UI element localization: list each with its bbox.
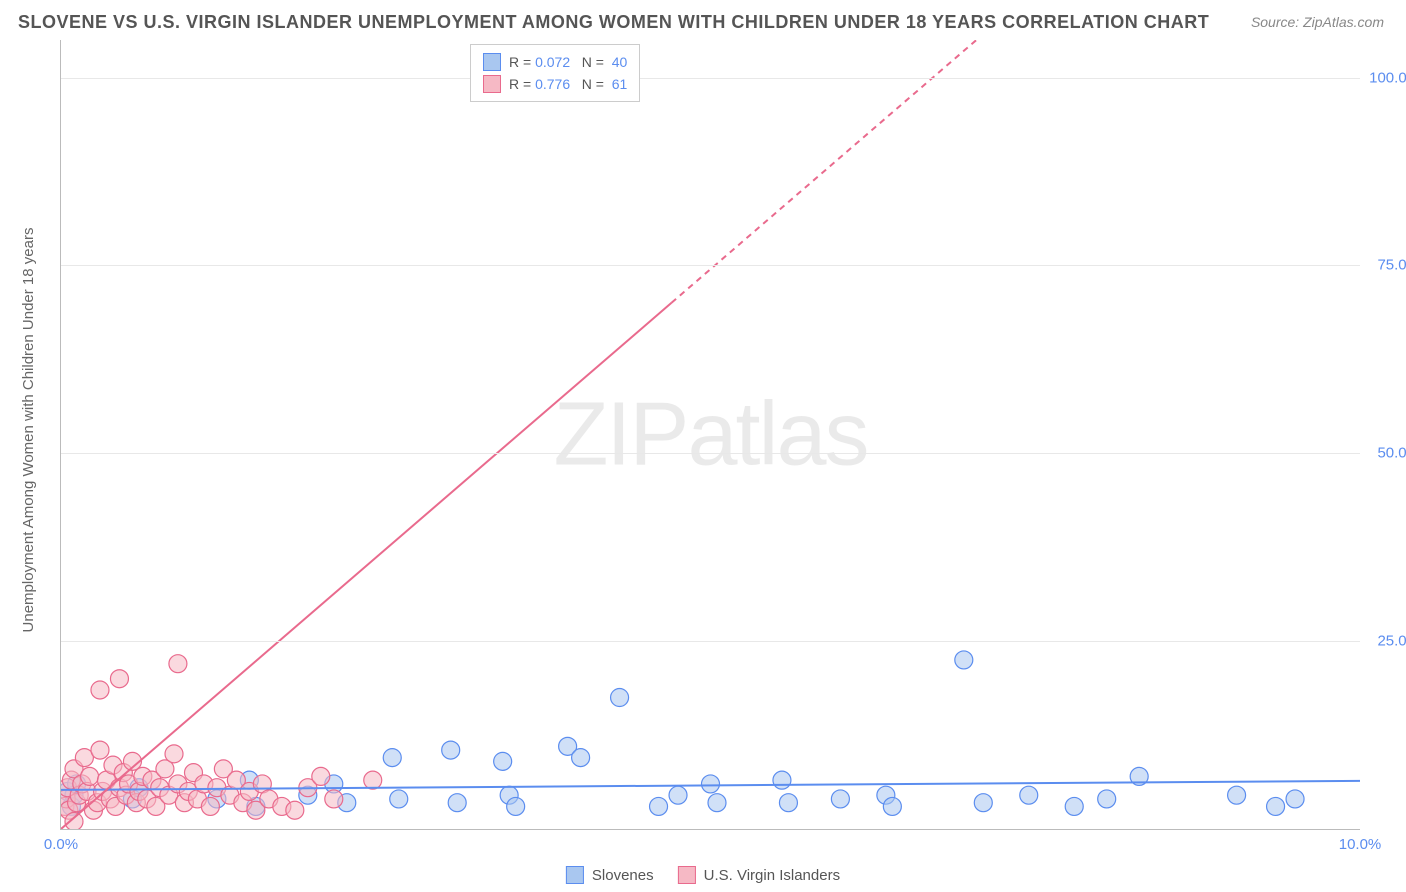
data-point	[81, 767, 99, 785]
legend-stats-row: R = 0.072 N = 40	[483, 51, 627, 73]
data-point	[1267, 797, 1285, 815]
data-point	[669, 786, 687, 804]
legend-label: U.S. Virgin Islanders	[704, 867, 840, 884]
data-point	[955, 651, 973, 669]
y-axis-title: Unemployment Among Women with Children U…	[20, 228, 37, 633]
chart-title: SLOVENE VS U.S. VIRGIN ISLANDER UNEMPLOY…	[18, 12, 1209, 33]
data-point	[611, 689, 629, 707]
data-point	[201, 797, 219, 815]
data-point	[883, 797, 901, 815]
data-point	[91, 681, 109, 699]
legend-stats-row: R = 0.776 N = 61	[483, 73, 627, 95]
data-point	[507, 797, 525, 815]
data-point	[169, 655, 187, 673]
legend-bottom: Slovenes U.S. Virgin Islanders	[566, 866, 840, 884]
data-point	[1020, 786, 1038, 804]
plot-area: ZIPatlas 25.0%50.0%75.0%100.0%0.0%10.0%	[60, 40, 1360, 830]
data-point	[442, 741, 460, 759]
legend-stats-text: R = 0.776 N = 61	[509, 73, 627, 95]
data-point	[572, 749, 590, 767]
data-point	[165, 745, 183, 763]
data-point	[773, 771, 791, 789]
data-point	[1098, 790, 1116, 808]
data-point	[779, 794, 797, 812]
y-tick-label: 25.0%	[1365, 633, 1406, 650]
data-point	[286, 801, 304, 819]
data-point	[702, 775, 720, 793]
source-attribution: Source: ZipAtlas.com	[1251, 14, 1384, 30]
data-point	[650, 797, 668, 815]
legend-stats-box: R = 0.072 N = 40R = 0.776 N = 61	[470, 44, 640, 102]
y-tick-label: 50.0%	[1365, 445, 1406, 462]
gridline	[61, 641, 1360, 642]
data-point	[390, 790, 408, 808]
x-tick-label: 10.0%	[1339, 836, 1382, 853]
legend-swatch	[566, 866, 584, 884]
data-point	[831, 790, 849, 808]
gridline	[61, 265, 1360, 266]
data-point	[383, 749, 401, 767]
data-point	[494, 752, 512, 770]
data-point	[312, 767, 330, 785]
data-point	[110, 670, 128, 688]
data-point	[65, 812, 83, 830]
data-point	[364, 771, 382, 789]
data-point	[708, 794, 726, 812]
x-tick-label: 0.0%	[44, 836, 78, 853]
gridline	[61, 453, 1360, 454]
data-point	[1065, 797, 1083, 815]
legend-item: U.S. Virgin Islanders	[678, 866, 840, 884]
data-point	[91, 741, 109, 759]
legend-swatch	[483, 75, 501, 93]
chart-svg	[61, 40, 1360, 829]
legend-label: Slovenes	[592, 867, 654, 884]
legend-item: Slovenes	[566, 866, 654, 884]
y-tick-label: 75.0%	[1365, 257, 1406, 274]
data-point	[1286, 790, 1304, 808]
data-point	[974, 794, 992, 812]
data-point	[325, 790, 343, 808]
legend-swatch	[678, 866, 696, 884]
legend-stats-text: R = 0.072 N = 40	[509, 51, 627, 73]
gridline	[61, 78, 1360, 79]
data-point	[1228, 786, 1246, 804]
y-tick-label: 100.0%	[1365, 69, 1406, 86]
legend-swatch	[483, 53, 501, 71]
data-point	[448, 794, 466, 812]
